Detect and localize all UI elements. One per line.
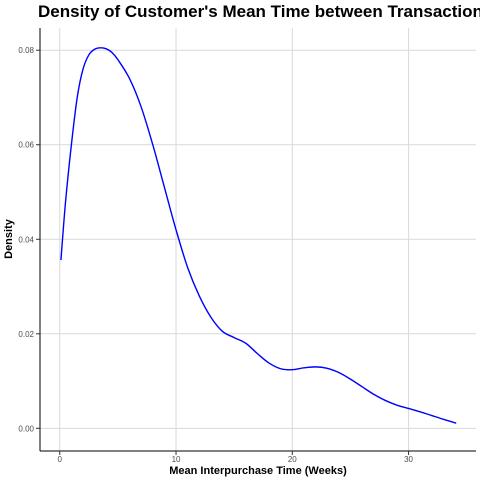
density-series [60, 47, 457, 424]
y-tick-label: 0.08 [18, 46, 34, 55]
x-axis-title: Mean Interpurchase Time (Weeks) [169, 465, 347, 477]
x-tick-label: 0 [58, 455, 63, 464]
y-tick-label: 0.02 [18, 330, 34, 339]
x-tick-label: 30 [404, 455, 413, 464]
y-tick-label: 0.06 [18, 141, 34, 150]
y-tick-label: 0.00 [18, 424, 34, 433]
y-tick-label: 0.04 [18, 235, 34, 244]
axis-ticks: 0 10 20 30 0.00 0.02 0.04 0.06 0.08 [18, 46, 413, 464]
chart-title: Density of Customer's Mean Time between … [38, 2, 480, 21]
y-axis-title: Density [3, 218, 15, 259]
x-tick-label: 10 [172, 455, 181, 464]
density-line [60, 47, 457, 424]
x-tick-label: 20 [288, 455, 297, 464]
gridlines [40, 28, 476, 451]
